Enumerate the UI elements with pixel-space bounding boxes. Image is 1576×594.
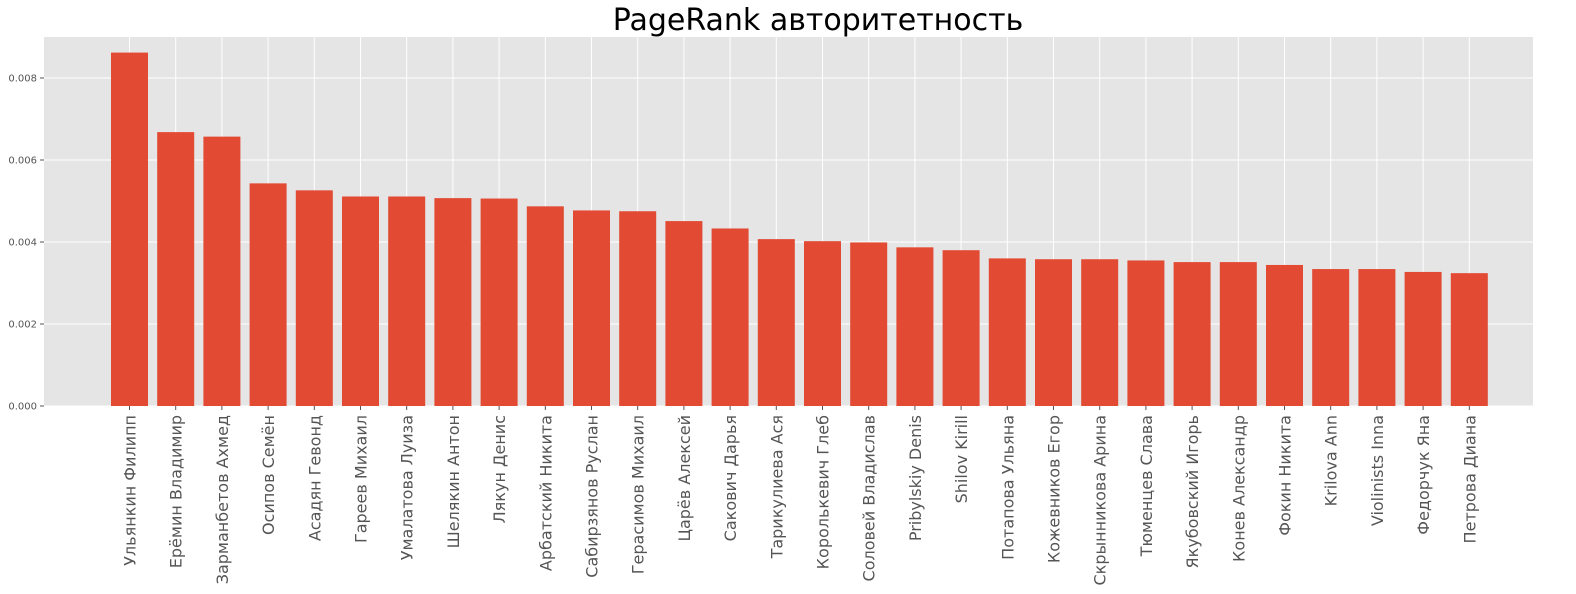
bar	[850, 242, 888, 406]
x-tick-label: Кожевников Егор	[1045, 415, 1064, 563]
bar	[665, 221, 703, 406]
x-tick-label: Ерёмин Владимир	[167, 415, 186, 568]
bar	[1450, 273, 1488, 406]
x-tick-label: Тюменцев Слава	[1137, 415, 1156, 557]
bar	[757, 239, 795, 406]
y-tick-label: 0.002	[8, 320, 37, 331]
bar	[988, 258, 1026, 406]
x-tick-label: Шелякин Антон	[444, 415, 463, 548]
y-tick-label: 0.008	[8, 74, 37, 85]
x-tick-label: Осипов Семён	[259, 415, 278, 535]
x-tick-label: Лякун Денис	[490, 415, 509, 523]
bar	[1127, 260, 1165, 406]
y-tick-label: 0.006	[8, 156, 37, 167]
x-tick-label: Соловей Владислав	[860, 415, 879, 581]
bar	[619, 211, 657, 406]
x-tick-label: Гареев Михаил	[352, 415, 371, 543]
bar	[1312, 269, 1350, 406]
bar	[1266, 264, 1303, 406]
bar	[342, 196, 379, 406]
bar	[1173, 262, 1211, 406]
x-tick-label: Сакович Дарья	[721, 415, 740, 541]
x-tick-label: Фокин Никита	[1276, 415, 1295, 536]
x-tick-label: Shilov Kirill	[952, 415, 971, 503]
x-tick-label: Ульянкин Филипп	[121, 415, 140, 566]
x-tick-label: Федорчук Яна	[1414, 415, 1433, 535]
x-tick-label: Скрынникова Арина	[1091, 415, 1110, 585]
x-tick-label: Violinists Inna	[1368, 415, 1387, 526]
y-tick-label: 0.000	[8, 402, 37, 413]
bar	[1219, 262, 1257, 406]
bar	[573, 210, 610, 406]
bar	[896, 247, 934, 406]
bar	[1081, 259, 1119, 406]
bar	[1404, 271, 1442, 406]
x-tick-label: Krilova Ann	[1322, 415, 1341, 506]
x-tick-label: Конев Александр	[1229, 415, 1248, 562]
x-tick-label: Царёв Алексей	[675, 415, 694, 541]
bar	[526, 206, 564, 406]
x-tick-label: Арбатский Никита	[536, 415, 555, 571]
x-tick-label: Королькевич Глеб	[814, 415, 833, 569]
bar	[1035, 259, 1072, 406]
y-axis-ticks: 0.000 0.002 0.004 0.006 0.008	[8, 74, 44, 413]
bar	[480, 198, 518, 406]
x-tick-label: Асадян Гевонд	[305, 415, 324, 541]
bar	[249, 183, 287, 406]
bar	[388, 196, 426, 406]
x-tick-label: Умалатова Луиза	[398, 415, 417, 560]
bar	[1358, 269, 1396, 406]
bar	[434, 198, 472, 406]
bar	[157, 132, 195, 406]
x-tick-label: Зарманбетов Ахмед	[213, 415, 232, 584]
bar	[942, 250, 980, 406]
x-tick-label: Герасимов Михаил	[629, 415, 648, 574]
bar	[295, 190, 333, 406]
bar	[111, 52, 148, 406]
x-tick-label: Pribylskiy Denis	[906, 415, 925, 541]
x-tick-label: Тарикулиева Ася	[767, 415, 786, 559]
x-tick-label: Потапова Ульяна	[998, 415, 1017, 560]
x-tick-label: Петрова Диана	[1460, 415, 1479, 543]
bars	[111, 52, 1488, 406]
x-tick-label: Якубовский Игорь	[1183, 415, 1202, 568]
y-tick-label: 0.004	[8, 238, 37, 249]
bar	[804, 241, 841, 406]
x-axis-ticks: Ульянкин Филипп Ерёмин Владимир Зарманбето…	[121, 406, 1479, 585]
bar	[711, 228, 749, 406]
chart-title: PageRank авторитетность	[613, 3, 1024, 38]
x-tick-label: Сабирзянов Руслан	[583, 415, 602, 578]
bar	[203, 136, 241, 406]
